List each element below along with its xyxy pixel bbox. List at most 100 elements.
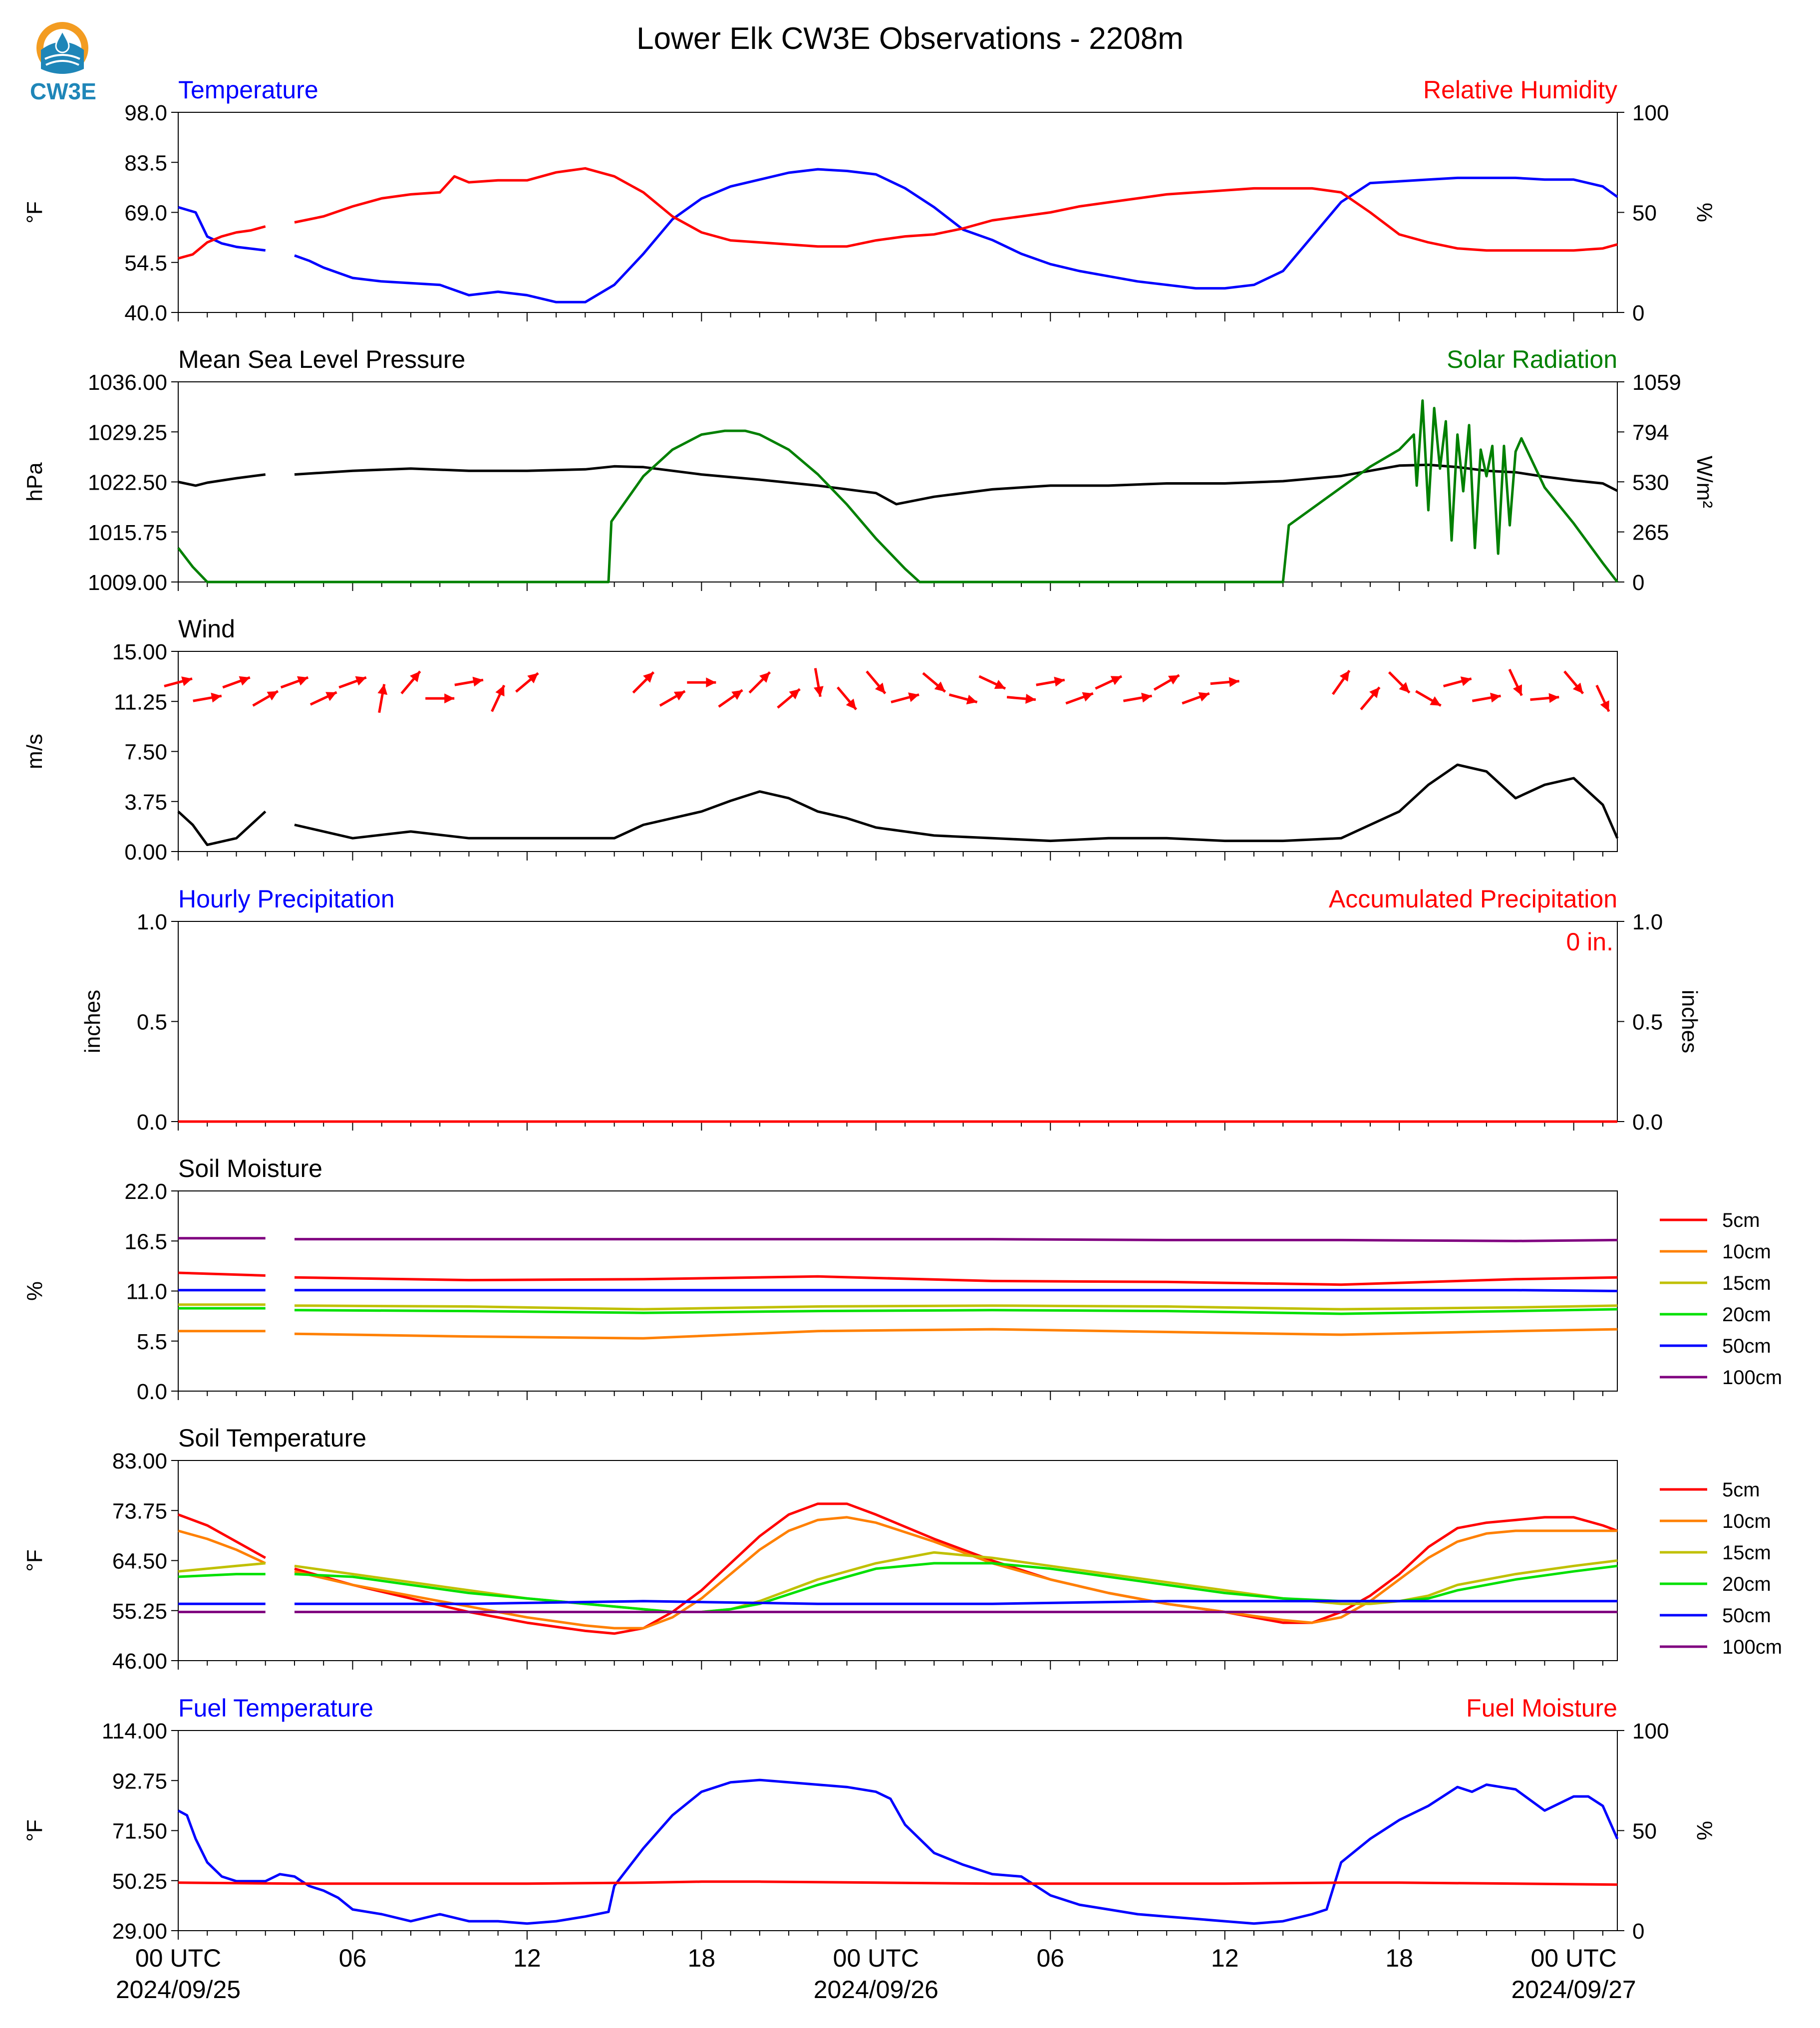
wind-vector-head: [527, 673, 539, 684]
wind-vector: [1472, 692, 1501, 703]
y-tick-label: 3.75: [124, 790, 167, 815]
panel-frame: [178, 651, 1618, 852]
wind-vector: [1443, 676, 1472, 688]
wind-vector: [400, 670, 421, 695]
legend-label: 50cm: [1722, 1335, 1771, 1357]
wind-vector-head: [297, 676, 308, 686]
panel-title-left: Fuel Temperature: [178, 1694, 373, 1722]
wind-vector: [515, 672, 539, 693]
wind-vector-head: [472, 676, 483, 687]
y2-axis-label: W/m²: [1692, 456, 1717, 508]
x-tick-label: 00 UTC: [833, 1944, 919, 1972]
wind-vector-head: [1513, 684, 1522, 696]
x-date-label: 2024/09/25: [116, 1976, 241, 2004]
series-right-red: [178, 167, 1618, 260]
y-tick-label: 11.25: [114, 690, 167, 714]
panel-2: [171, 381, 1624, 591]
series-5cm: [178, 1271, 1618, 1286]
precip-total-label: 0 in.: [1566, 928, 1613, 956]
wind-vector-head: [706, 677, 716, 688]
wind-vector: [1006, 694, 1036, 704]
panel-3: [164, 651, 1619, 861]
wind-vector: [866, 670, 887, 695]
wind-vector: [1388, 671, 1411, 694]
series-20cm: [178, 1307, 1618, 1315]
wind-vector-head: [789, 689, 800, 700]
wind-vector: [837, 686, 858, 711]
legend-label: 50cm: [1722, 1605, 1771, 1627]
legend-label: 15cm: [1722, 1542, 1771, 1564]
wind-vector: [814, 668, 824, 697]
x-date-label: 2024/09/27: [1512, 1976, 1636, 2004]
wind-vector-head: [1082, 692, 1093, 702]
panel-title-left: Mean Sea Level Pressure: [178, 345, 465, 373]
wind-vector: [659, 690, 686, 707]
legend-label: 100cm: [1722, 1636, 1782, 1658]
panel-4: [171, 921, 1624, 1131]
wind-vector-head: [731, 690, 743, 700]
wind-vector: [377, 684, 388, 713]
series-50cm: [178, 1600, 1617, 1605]
y-tick-label: 69.0: [124, 201, 167, 226]
panel-7: [171, 1730, 1624, 1940]
x-tick-label: 18: [1385, 1944, 1413, 1972]
legend-label: 20cm: [1722, 1304, 1771, 1326]
wind-vector-head: [495, 685, 505, 697]
series-10cm: [178, 1328, 1618, 1340]
wind-vector-head: [1198, 692, 1210, 702]
wind-vector-head: [908, 692, 919, 702]
wind-vector: [1508, 668, 1523, 696]
wind-vector-head: [934, 681, 945, 692]
wind-vector: [454, 676, 484, 687]
y-axis-label: °F: [22, 1549, 47, 1571]
wind-vector-head: [1490, 692, 1501, 703]
x-tick-label: 06: [1036, 1944, 1064, 1972]
y2-tick-label: 0: [1632, 301, 1644, 325]
wind-vector: [1530, 693, 1559, 703]
wind-vector-head: [1168, 675, 1180, 685]
y-tick-label: 5.5: [137, 1330, 167, 1354]
wind-vector-head: [1054, 676, 1065, 687]
figure-title: Lower Elk CW3E Observations - 2208m: [636, 21, 1184, 56]
y-tick-label: 50.25: [112, 1869, 167, 1894]
wind-vector: [687, 677, 716, 688]
wind-vector: [1153, 674, 1180, 691]
y-tick-label: 0.0: [137, 1380, 167, 1404]
wind-vector: [1095, 675, 1123, 690]
y2-tick-label: 794: [1632, 420, 1669, 445]
legend-label: 10cm: [1722, 1510, 1771, 1532]
wind-vector-head: [643, 672, 654, 683]
wind-vector: [1182, 692, 1210, 705]
wind-vector-head: [325, 692, 337, 701]
y-axis-label: %: [22, 1281, 47, 1301]
wind-vector: [425, 693, 455, 704]
y2-tick-label: 1.0: [1632, 910, 1663, 934]
y-tick-label: 55.25: [112, 1599, 167, 1624]
y2-tick-label: 50: [1632, 201, 1657, 226]
panel-frame: [178, 1460, 1618, 1661]
x-tick-label: 06: [339, 1944, 367, 1972]
y-tick-label: 73.75: [112, 1499, 167, 1523]
panel-5: [171, 1190, 1707, 1400]
wind-vector: [164, 676, 193, 688]
series-15cm: [178, 1303, 1618, 1311]
wind-vector: [1415, 690, 1442, 707]
wind-vector: [777, 688, 801, 709]
series-50cm: [178, 1289, 1618, 1292]
series-5cm: [178, 1502, 1618, 1635]
series-100cm: [178, 1237, 1618, 1242]
wind-vector: [338, 676, 367, 689]
wind-vector-head: [239, 676, 250, 686]
y-tick-label: 54.5: [124, 251, 167, 276]
wind-vector-head: [377, 684, 388, 695]
wind-vector: [1123, 692, 1152, 703]
y-tick-label: 1036.00: [88, 370, 167, 395]
wind-vector-head: [1600, 700, 1609, 712]
legend-label: 5cm: [1722, 1479, 1760, 1501]
wind-vector: [193, 692, 222, 703]
wind-vector-head: [846, 698, 857, 710]
wind-vector-head: [1460, 676, 1472, 686]
y-tick-label: 0.5: [137, 1010, 167, 1035]
y-tick-label: 0.00: [124, 840, 167, 865]
